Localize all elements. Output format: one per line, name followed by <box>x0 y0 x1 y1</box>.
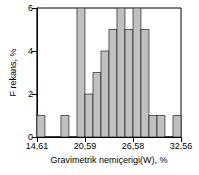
svg-text:0: 0 <box>27 132 33 142</box>
svg-text:32,56: 32,56 <box>170 141 193 151</box>
svg-text:F rekans, %: F rekans, % <box>8 48 18 96</box>
svg-text:2: 2 <box>28 89 33 99</box>
svg-text:20,59: 20,59 <box>74 141 97 151</box>
svg-text:6: 6 <box>28 3 33 13</box>
svg-text:26,58: 26,58 <box>122 141 145 151</box>
svg-text:14,61: 14,61 <box>26 141 49 151</box>
svg-text:Gravimetrik nemiçerigi(W), %: Gravimetrik nemiçerigi(W), % <box>50 155 167 165</box>
svg-text:4: 4 <box>28 46 33 56</box>
